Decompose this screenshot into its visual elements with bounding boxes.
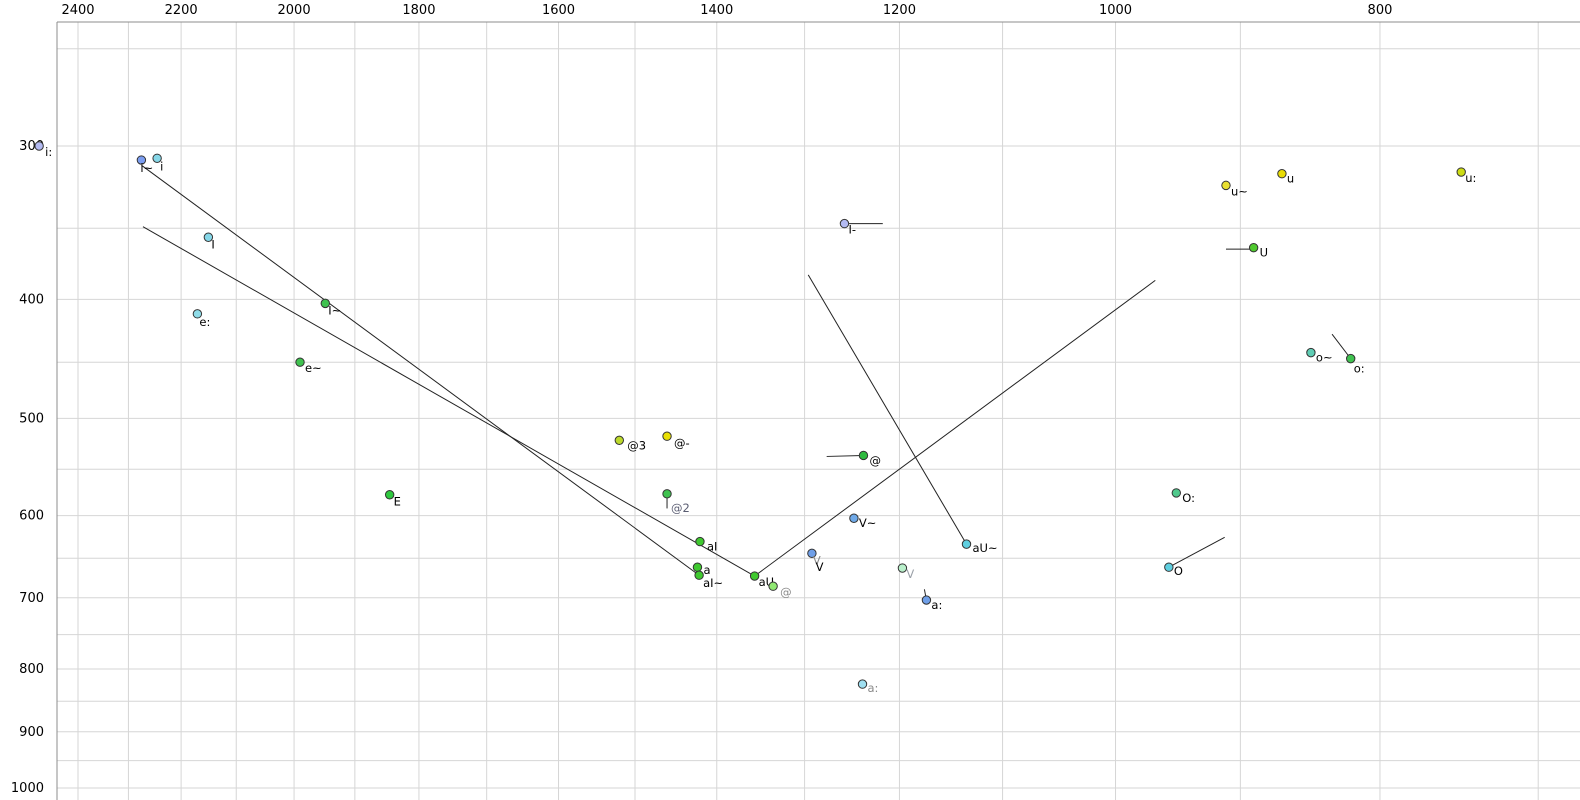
trajectory-line [807,274,967,545]
vowel-point-label: o~ [1316,351,1333,365]
vowel-point-label: I~ [328,303,341,317]
vowel-point[interactable] [768,581,778,591]
y-tick-label: 1000 [11,781,44,796]
x-tick-label: 1800 [402,3,435,18]
vowel-point[interactable] [662,489,672,499]
vowel-point-label: O: [1182,491,1195,505]
vowel-point-label: aU~ [972,541,997,555]
vowel-point-label: @- [674,436,690,450]
vowel-point[interactable] [203,232,214,242]
x-tick-label: 2000 [278,3,311,18]
trajectory-line [141,164,700,576]
vowel-point[interactable] [857,679,868,689]
vowel-point[interactable] [961,539,972,549]
vowel-point-label: aI~ [703,576,723,590]
x-tick-label: 1400 [700,3,733,18]
x-tick-label: 1000 [1099,3,1132,18]
vowel-point[interactable] [694,570,704,580]
trajectory-line [1168,536,1225,568]
x-tick-label: 800 [1368,3,1393,18]
trajectory-line [754,279,1156,577]
vowel-point-label: V [906,567,914,581]
vowel-point[interactable] [897,563,908,573]
vowel-point-label: @3 [627,438,646,452]
vowel-point-label: e~ [305,361,322,375]
vowel-point[interactable] [839,218,850,229]
vowel-point[interactable] [384,490,395,500]
vowel-point-label: o: [1354,362,1365,376]
vowel-point[interactable] [295,357,305,367]
vowel-point-label: e: [199,315,210,329]
vowel-point[interactable] [34,141,44,151]
vowel-point-label: V [813,553,821,567]
y-tick-label: 700 [19,591,44,606]
vowel-point[interactable] [807,548,817,559]
vowel-point-label: a: [868,681,879,695]
vowel-point-label: @ [780,585,792,599]
y-tick-label: 900 [19,725,44,740]
vowel-point[interactable] [1171,488,1182,498]
vowel-point-label: I [211,237,214,251]
vowel-point[interactable] [921,595,932,605]
vowel-point[interactable] [849,513,859,523]
vowel-point-label: U [1260,246,1268,260]
y-tick-label: 500 [19,411,44,426]
vowel-point-label: E [394,495,401,509]
y-tick-label: 800 [19,662,44,677]
vowel-point[interactable] [1277,169,1287,179]
trajectory-line [826,454,864,457]
vowel-point-label: i [160,159,163,173]
vowel-point-label: O [1174,564,1183,578]
vowel-point[interactable] [858,450,869,461]
trajectory-line [142,226,755,577]
vowel-point[interactable] [749,571,760,581]
x-tick-label: 1600 [542,3,575,18]
vowel-point[interactable] [1306,347,1316,358]
vowel-point[interactable] [614,435,625,446]
vowel-point-label: u: [1465,171,1476,185]
vowel-point[interactable] [1248,242,1259,253]
vowel-point-label: u [1287,172,1294,186]
vowel-point[interactable] [136,155,147,165]
vowel-point[interactable] [192,309,203,319]
vowel-point-label: @ [869,453,881,467]
vowel-point[interactable] [320,298,330,309]
vowel-point[interactable] [692,562,703,572]
vowel-point-label: aI [707,540,717,554]
vowel-point[interactable] [1221,180,1231,191]
annotation-label: V [816,560,824,574]
vowel-point-label: a: [931,598,942,612]
trajectory-line [1331,333,1352,359]
y-tick-label: 600 [19,509,44,524]
x-tick-label: 2400 [61,3,94,18]
vowel-point[interactable] [1456,167,1466,177]
vowel-point-label: a [703,563,710,577]
vowel-point-label: @2 [671,501,690,515]
y-tick-label: 400 [19,292,44,307]
vowel-point[interactable] [695,536,705,547]
vowel-point-label: i~ [140,161,153,175]
vowel-point-label: u~ [1231,184,1248,198]
vowel-point[interactable] [1164,562,1174,572]
vowel-point[interactable] [1346,353,1356,364]
vowel-point[interactable] [152,153,162,163]
x-tick-label: 2200 [165,3,198,18]
vowel-point-label: V~ [859,516,877,530]
vowel-point-label: i: [45,145,52,159]
vowel-point-label: I- [848,223,856,237]
x-tick-label: 1200 [883,3,916,18]
vowel-point[interactable] [662,431,672,441]
